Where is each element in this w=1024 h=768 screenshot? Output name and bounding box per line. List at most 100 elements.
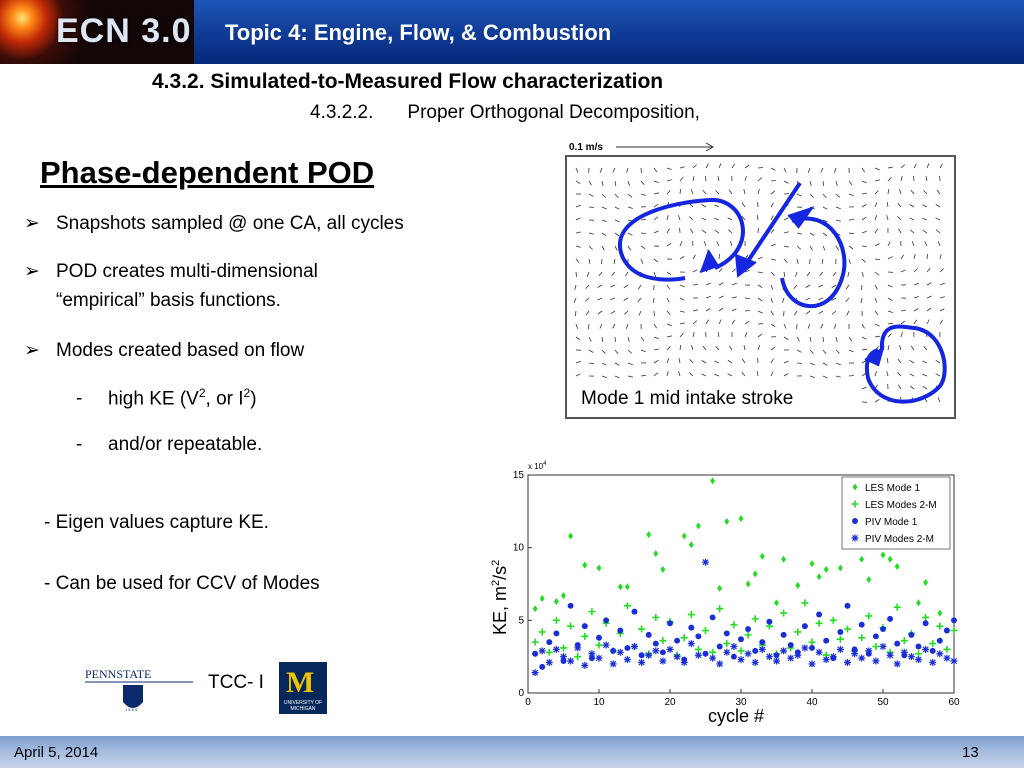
x-tick-label: 0: [525, 697, 531, 708]
data-point: [632, 609, 638, 615]
data-point: [639, 652, 645, 658]
legend-label: PIV Modes 2-M: [865, 534, 934, 545]
tcc-label: TCC- I: [208, 672, 264, 694]
data-point: [766, 619, 772, 625]
data-point: [759, 639, 765, 645]
pennstate-logo: PENNSTATE 1 8 5 5: [85, 664, 193, 716]
bullet-item: ➢ Snapshots sampled @ one CA, all cycles: [24, 212, 404, 235]
data-point: [582, 623, 588, 629]
data-point: [674, 638, 680, 644]
vector-arrow: [641, 168, 642, 173]
data-point: [802, 623, 808, 629]
data-point: [730, 643, 737, 650]
michigan-logo-text: UNIVERSITY OF MICHIGAN: [281, 700, 325, 712]
data-point: [631, 643, 638, 650]
data-point: [901, 649, 908, 656]
michigan-logo: M UNIVERSITY OF MICHIGAN: [279, 662, 327, 714]
section-heading: 4.3.2. Simulated-to-Measured Flow charac…: [152, 70, 663, 94]
scale-label: 0.1 m/s: [569, 142, 603, 153]
data-point: [816, 649, 823, 656]
data-point: [645, 652, 652, 659]
data-point: [922, 646, 929, 653]
data-point: [532, 651, 538, 657]
data-point: [659, 658, 666, 665]
data-point: [837, 629, 843, 635]
data-point: [724, 630, 730, 636]
legend-label: LES Mode 1: [865, 483, 920, 494]
bullet-continuation: “empirical” basis functions.: [56, 290, 281, 312]
data-point: [937, 638, 943, 644]
data-point: [774, 652, 780, 658]
data-point: [688, 625, 694, 631]
data-point: [710, 614, 716, 620]
pennstate-logo-text: PENNSTATE: [85, 667, 151, 681]
data-point: [809, 645, 815, 651]
vector-arrow: [576, 272, 577, 277]
data-point: [872, 658, 879, 665]
x-tick-label: 50: [877, 697, 889, 708]
data-point: [539, 647, 546, 654]
data-point: [823, 638, 829, 644]
data-point: [574, 644, 581, 651]
vector-arrow: [849, 220, 854, 221]
legend-label: PIV Mode 1: [865, 517, 918, 528]
data-point: [624, 645, 630, 651]
bullet-text: Modes created based on flow: [56, 340, 304, 361]
vector-arrow: [862, 285, 863, 290]
ke-scatter-chart: x 104 0 10 20 30 40 50 60 051015 LES Mode 1LES…: [484, 455, 974, 735]
data-point: [894, 660, 901, 667]
y-tick-label: 5: [518, 615, 524, 626]
data-point: [908, 653, 915, 660]
data-point: [596, 655, 603, 662]
data-point: [568, 603, 574, 609]
legend-label: LES Modes 2-M: [865, 500, 937, 511]
data-point: [738, 636, 744, 642]
data-point: [596, 635, 602, 641]
data-point: [638, 659, 645, 666]
data-point: [667, 620, 673, 626]
data-point: [923, 620, 929, 626]
x-axis-label: cycle #: [708, 706, 764, 726]
data-point: [851, 650, 858, 657]
note-text: - Eigen values capture KE.: [44, 512, 269, 534]
data-point: [908, 632, 914, 638]
y-tick-label: 15: [513, 470, 525, 481]
data-point: [788, 642, 794, 648]
data-point: [745, 626, 751, 632]
bullet-text: Snapshots sampled @ one CA, all cycles: [56, 213, 404, 234]
sub-item: - high KE (V2, or I2): [76, 386, 257, 410]
pennstate-year: 1 8 5 5: [125, 707, 138, 712]
bullet-item: ➢ Modes created based on flow: [24, 339, 304, 362]
vector-arrow: [914, 176, 915, 181]
data-point: [546, 659, 553, 666]
data-point: [752, 648, 758, 654]
data-point: [717, 644, 723, 650]
data-point: [915, 656, 922, 663]
y-axis-label: KE, m2/s2: [490, 560, 510, 635]
data-point: [809, 660, 816, 667]
vector-arrow: [602, 259, 603, 264]
sub-item: - and/or repeatable.: [76, 434, 262, 456]
arrow-bullet-icon: ➢: [24, 260, 56, 283]
y-tick-label: 0: [518, 688, 524, 699]
vector-arrow: [589, 207, 594, 208]
vector-arrow: [745, 311, 750, 312]
data-point: [752, 659, 759, 666]
michigan-logo-letter: M: [286, 666, 314, 700]
data-point: [773, 658, 780, 665]
figure-caption: Mode 1 mid intake stroke: [581, 388, 793, 409]
footer-date: April 5, 2014: [14, 744, 98, 761]
data-point: [646, 632, 652, 638]
data-point: [695, 652, 702, 659]
page-number: 13: [962, 744, 979, 761]
data-point: [880, 643, 887, 650]
vector-arrow: [654, 311, 655, 316]
data-point: [859, 622, 865, 628]
data-point: [816, 612, 822, 618]
data-point: [539, 664, 545, 670]
data-point: [887, 652, 894, 659]
slide-title: Phase-dependent POD: [40, 155, 374, 191]
data-point: [880, 626, 886, 632]
data-point: [716, 660, 723, 667]
data-point: [688, 640, 695, 647]
